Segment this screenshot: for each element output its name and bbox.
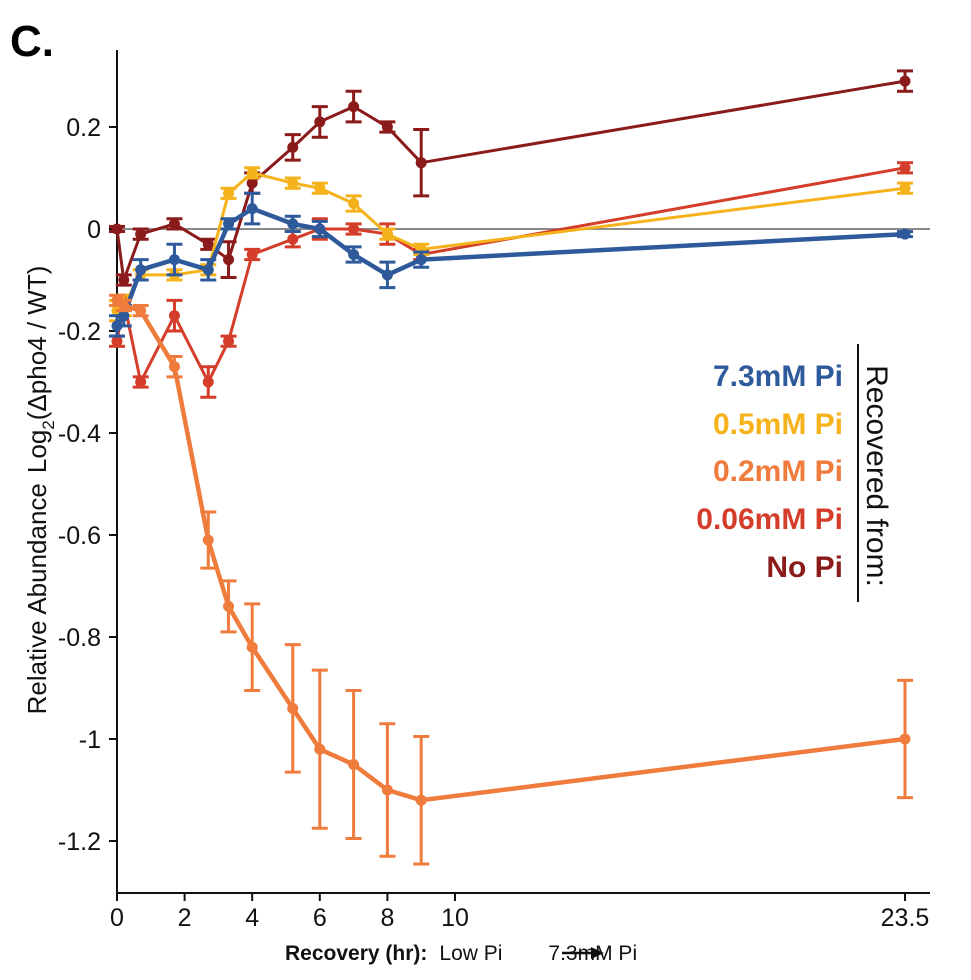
data-point <box>168 361 180 373</box>
x-tick-label: 4 <box>245 904 259 932</box>
data-point <box>348 223 360 235</box>
x-tick-label: 6 <box>313 904 327 932</box>
x-tick-label: 0 <box>110 904 124 932</box>
data-point <box>381 784 393 796</box>
data-point <box>246 641 258 653</box>
y-axis-label: Relative Abundance <box>22 483 52 714</box>
y-tick-label: -1.2 <box>58 828 101 856</box>
data-point <box>899 75 911 87</box>
data-point <box>246 167 258 179</box>
data-point <box>381 228 393 240</box>
x-tick-label: 23.5 <box>881 904 930 932</box>
data-point <box>899 162 911 174</box>
legend: 7.3mM Pi 0.5mM Pi 0.2mM Pi 0.06mM Pi No … <box>696 344 893 602</box>
data-point <box>135 264 147 276</box>
data-point <box>246 249 258 260</box>
y-tick-label: -0.4 <box>58 420 101 448</box>
x-axis-from-label: Low Pi <box>439 942 502 965</box>
data-point <box>168 254 180 266</box>
data-point <box>415 254 427 266</box>
legend-item-no-pi: No Pi <box>766 551 843 584</box>
x-tick-label: 10 <box>441 904 469 932</box>
data-point <box>348 249 360 260</box>
series-line <box>115 206 906 328</box>
transition-arrow-icon <box>562 947 604 959</box>
y-axis-log-subscript: 2 <box>39 420 58 429</box>
data-point <box>111 223 123 235</box>
data-point <box>381 269 393 281</box>
data-point <box>314 116 326 128</box>
y-tick-label: 0 <box>87 216 101 244</box>
data-point <box>223 600 235 612</box>
data-point <box>223 254 235 266</box>
data-point <box>135 228 147 240</box>
data-point <box>314 743 326 755</box>
data-point <box>135 305 147 317</box>
data-point <box>415 157 427 169</box>
data-point <box>348 759 360 770</box>
plot-area: 0.2 0 -0.2 -0.4 -0.6 -0.8 -1 -1.2 0 2 4 6 8 10 23.5 <box>58 50 930 932</box>
y-tick-label: -0.2 <box>58 318 101 346</box>
data-point <box>202 238 214 250</box>
data-point <box>899 228 911 240</box>
data-point <box>348 198 360 209</box>
legend-item-7.3mM: 7.3mM Pi <box>713 360 843 393</box>
data-point <box>223 335 235 347</box>
data-point <box>168 310 180 322</box>
data-point <box>415 794 427 806</box>
legend-item-0.5mM: 0.5mM Pi <box>713 408 843 441</box>
x-tick-label: 8 <box>380 904 394 932</box>
data-point <box>118 274 130 286</box>
data-point <box>287 177 299 189</box>
x-axis-title: Recovery (hr): Low Pi 7.3mM Pi <box>285 942 637 965</box>
data-point <box>223 187 235 199</box>
y-axis-ratio-label: (Δpho4 / WT) <box>22 266 52 421</box>
y-axis-title: Relative Abundance Log2(Δpho4 / WT) <box>22 266 58 715</box>
legend-item-0.06mM: 0.06mM Pi <box>696 503 843 536</box>
data-point <box>381 121 393 133</box>
data-point <box>118 300 130 311</box>
x-tick-label: 2 <box>178 904 192 932</box>
panel-label: C. <box>10 17 54 66</box>
data-point <box>223 218 235 230</box>
legend-item-0.2mM: 0.2mM Pi <box>713 455 843 488</box>
data-point <box>111 335 123 347</box>
data-point <box>287 218 299 230</box>
series-line <box>115 79 906 282</box>
data-point <box>246 177 258 189</box>
y-tick-label: 0.2 <box>66 114 101 142</box>
series-line <box>115 166 906 384</box>
data-point <box>899 733 911 745</box>
data-point <box>287 233 299 245</box>
y-tick-label: -0.8 <box>58 624 101 652</box>
data-point <box>202 534 214 546</box>
y-tick-label: -0.6 <box>58 522 101 550</box>
data-point <box>135 376 147 388</box>
y-tick-label: -1 <box>79 726 101 754</box>
x-axis-label: Recovery (hr): <box>285 942 427 965</box>
data-point <box>314 223 326 235</box>
data-point <box>168 218 180 230</box>
data-point <box>202 264 214 276</box>
data-point <box>118 310 130 322</box>
y-axis-log-label: Log <box>22 430 52 473</box>
legend-title: Recovered from: <box>860 365 893 587</box>
data-point <box>202 376 214 388</box>
data-point <box>287 141 299 153</box>
data-point <box>348 101 360 113</box>
data-point <box>287 702 299 714</box>
data-point <box>899 182 911 194</box>
data-point <box>314 182 326 194</box>
data-point <box>246 203 258 215</box>
